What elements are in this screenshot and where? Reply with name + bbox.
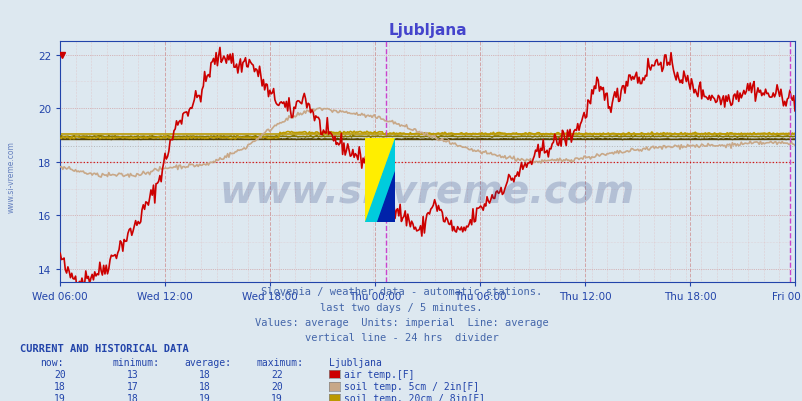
Text: Values: average  Units: imperial  Line: average: Values: average Units: imperial Line: av…	[254, 317, 548, 327]
Text: 18: 18	[199, 369, 210, 379]
Text: 19: 19	[199, 393, 210, 401]
Text: 13: 13	[127, 369, 138, 379]
Text: last two days / 5 minutes.: last two days / 5 minutes.	[320, 302, 482, 312]
Text: Slovenia / weather data - automatic stations.: Slovenia / weather data - automatic stat…	[261, 287, 541, 297]
Text: 20: 20	[271, 381, 282, 391]
Text: www.si-vreme.com: www.si-vreme.com	[6, 141, 15, 212]
Polygon shape	[365, 138, 394, 223]
Text: 18: 18	[199, 381, 210, 391]
Text: CURRENT AND HISTORICAL DATA: CURRENT AND HISTORICAL DATA	[20, 343, 188, 353]
Text: average:: average:	[184, 357, 232, 367]
Text: 18: 18	[127, 393, 138, 401]
Text: 19: 19	[55, 393, 66, 401]
Polygon shape	[376, 172, 394, 223]
Text: maximum:: maximum:	[257, 357, 304, 367]
Polygon shape	[365, 138, 394, 223]
Text: now:: now:	[40, 357, 63, 367]
Text: 22: 22	[271, 369, 282, 379]
Text: soil temp. 5cm / 2in[F]: soil temp. 5cm / 2in[F]	[343, 381, 478, 391]
Text: 20: 20	[55, 369, 66, 379]
Text: vertical line - 24 hrs  divider: vertical line - 24 hrs divider	[304, 332, 498, 342]
Text: 19: 19	[271, 393, 282, 401]
Text: air temp.[F]: air temp.[F]	[343, 369, 414, 379]
Title: Ljubljana: Ljubljana	[388, 23, 466, 38]
Text: soil temp. 20cm / 8in[F]: soil temp. 20cm / 8in[F]	[343, 393, 484, 401]
Text: minimum:: minimum:	[112, 357, 160, 367]
Text: 18: 18	[55, 381, 66, 391]
Text: Ljubljana: Ljubljana	[329, 357, 382, 367]
Text: 17: 17	[127, 381, 138, 391]
Text: www.si-vreme.com: www.si-vreme.com	[220, 172, 634, 210]
